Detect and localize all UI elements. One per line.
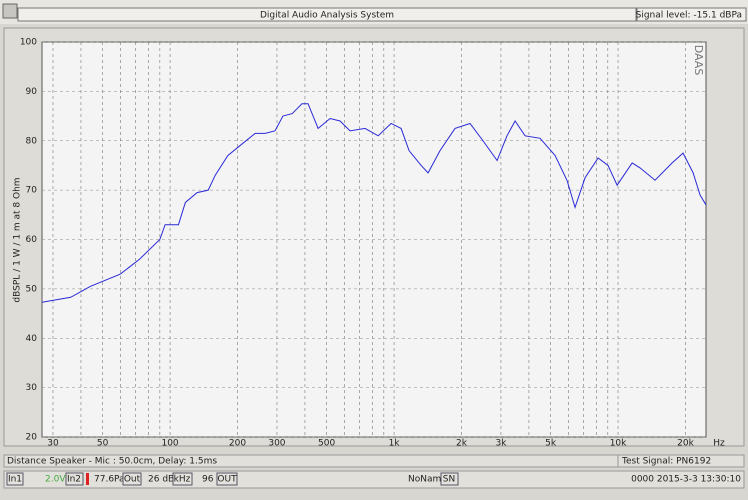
title-box (17, 7, 637, 22)
in1-button[interactable] (6, 472, 24, 486)
chart: 20 30 40 50 60 70 80 90 100 30 50 100 200 300 500 1k 2k 3… (20, 38, 707, 449)
x-tick-label: 3k (495, 439, 507, 449)
level-indicator (86, 473, 89, 485)
sn-button[interactable] (440, 472, 459, 486)
x-tick-label: 300 (268, 439, 285, 449)
khz-button[interactable] (172, 472, 193, 486)
signal-level: Signal level: -15.1 dBPa (636, 11, 742, 21)
watermark: DAAS (692, 45, 705, 76)
y-axis-label: dBSPL / 1 W / 1 m at 8 Ohm (13, 177, 23, 302)
y-tick-label: 50 (26, 284, 38, 294)
distance-info: Distance Speaker - Mic : 50.0cm, Delay: … (7, 457, 217, 467)
out-label: Out (124, 475, 141, 485)
in1-label: In1 (8, 475, 22, 485)
sn-label: SN (443, 475, 455, 485)
info-bar (3, 454, 745, 468)
window-title: Digital Audio Analysis System (260, 11, 394, 21)
name: NoName (408, 475, 447, 485)
pressure: 77.6Pa (94, 475, 125, 485)
khz-label: kHz (174, 475, 191, 485)
test-signal: Test Signal: PN6192 (621, 457, 711, 467)
x-tick-label: 5k (545, 439, 557, 449)
y-tick-label: 20 (26, 433, 38, 443)
y-tick-label: 40 (26, 334, 38, 344)
out2-label: OUT (217, 475, 237, 485)
y-tick-label: 90 (26, 87, 38, 97)
x-tick-label: 100 (161, 439, 178, 449)
rate: 96 (202, 475, 214, 485)
y-tick-label: 60 (26, 235, 38, 245)
x-tick-label: 10k (610, 439, 627, 449)
in2-label: In2 (67, 475, 81, 485)
signal-box (636, 7, 747, 22)
x-tick-label: 500 (318, 439, 335, 449)
out-button[interactable] (122, 472, 142, 486)
x-tick-label: 50 (97, 439, 109, 449)
in2-button[interactable] (65, 472, 84, 486)
y-tick-label: 100 (20, 38, 37, 48)
gain: 26 dB (148, 475, 174, 485)
x-unit: Hz (713, 439, 725, 449)
timestamp: 0000 2015-3-3 13:30:10 (631, 475, 741, 485)
y-tick-label: 70 (26, 186, 38, 196)
x-tick-label: 1k (389, 439, 401, 449)
x-tick-label: 30 (47, 439, 59, 449)
out2-button[interactable] (216, 472, 238, 486)
print-icon[interactable] (2, 3, 18, 19)
y-tick-label: 80 (26, 136, 38, 146)
voltage: 2.0V (45, 475, 66, 485)
response-curve (41, 103, 707, 303)
x-tick-label: 2k (456, 439, 468, 449)
y-tick-label: 30 (26, 383, 38, 393)
x-tick-label: 20k (677, 439, 694, 449)
x-tick-label: 200 (229, 439, 246, 449)
